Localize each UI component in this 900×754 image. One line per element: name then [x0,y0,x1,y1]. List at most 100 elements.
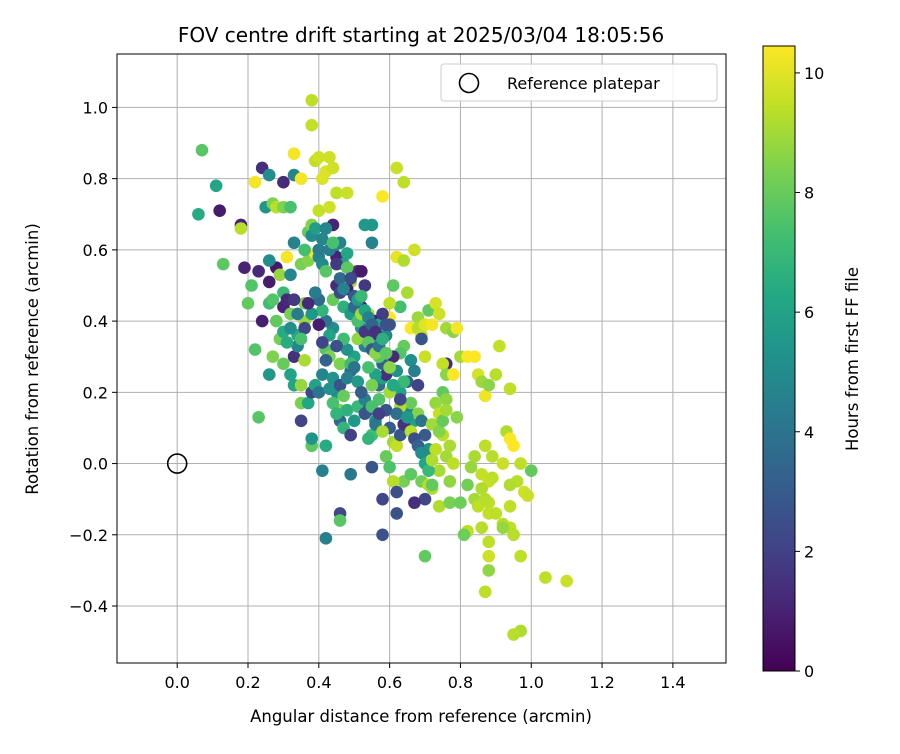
data-point [383,296,396,310]
data-point [365,218,379,232]
data-point [333,272,347,285]
colorbar-gradient [762,45,796,672]
data-point [454,496,467,510]
data-point [266,293,280,307]
data-point [330,257,343,271]
data-point [252,264,265,278]
data-point [418,549,432,563]
data-point [301,396,315,410]
data-point [386,279,400,292]
data-point [390,161,404,175]
data-point [376,332,389,346]
data-point [287,350,301,364]
data-point [436,357,450,371]
data-point [415,414,428,428]
colorbar-tick-label: 10 [804,64,824,83]
data-point [425,318,439,331]
data-point [316,464,329,477]
data-point [284,200,297,214]
data-point [262,275,276,289]
data-point [337,282,350,296]
data-point [514,457,527,470]
data-point [358,279,372,292]
data-point [379,318,393,331]
data-point [319,439,333,453]
x-tick-label: 1.4 [660,673,685,692]
data-point [390,439,404,453]
data-point [355,386,368,399]
data-point [294,414,308,428]
x-tick-label: 0.2 [235,673,260,692]
data-point [266,350,280,364]
chart-title: FOV centre drift starting at 2025/03/04 … [178,23,664,47]
data-point [340,343,354,356]
data-point [521,489,535,502]
data-point [404,467,418,481]
data-point [496,521,510,534]
colorbar-label: Hours from first FF file [843,267,862,451]
data-point [273,268,287,282]
data-point [340,371,354,385]
colorbar-tick-label: 8 [804,184,814,203]
data-point [298,353,311,367]
data-point [447,368,460,381]
plot-frame [116,53,727,664]
reference-platepar-marker [166,453,188,474]
data-point [280,250,294,264]
data-point [478,585,492,599]
data-point [287,236,301,250]
colorbar: 0 2 4 6 8 10 Hours from first FF file [762,45,862,681]
data-point [450,321,464,335]
data-point [301,296,315,310]
data-point [192,207,205,221]
data-point [475,521,488,534]
colorbar-ticks: 0 2 4 6 8 10 [795,64,824,681]
data-point [326,236,340,250]
data-point [372,407,386,421]
data-point [255,314,269,328]
data-point [376,528,389,542]
colorbar-tick-label: 6 [804,303,814,322]
data-point [344,272,357,285]
data-point [507,528,520,542]
data-point [379,450,393,463]
data-point [326,161,340,175]
colorbar-tick-label: 4 [804,423,814,442]
data-point [333,514,347,527]
data-point [539,571,552,584]
y-tick-label: 1.0 [83,98,108,117]
data-point [248,175,262,189]
data-point [379,346,393,360]
data-point [468,350,481,364]
data-point [503,382,517,396]
data-point [323,150,336,164]
data-point [390,485,404,499]
data-point [323,382,336,396]
x-axis-label: Angular distance from reference (arcmin) [250,707,592,726]
colorbar-tick-label: 0 [804,662,814,681]
data-point [287,147,301,161]
data-point [482,549,496,563]
data-point [262,254,276,267]
data-point [482,535,496,549]
data-point [262,368,276,381]
y-ticks: −0.4 −0.2 0.0 0.2 0.4 0.6 0.8 1.0 [69,98,117,616]
data-point [560,574,573,588]
data-point [330,407,343,421]
data-point [422,464,435,477]
data-point [347,361,361,374]
data-point [443,439,457,453]
data-point [432,499,446,513]
data-point [280,336,294,349]
x-ticks: 0.0 0.2 0.4 0.6 0.8 1.0 1.2 1.4 [164,663,686,692]
data-point [418,428,432,442]
data-point [447,457,460,470]
data-point [408,364,421,378]
data-point [404,353,418,367]
y-tick-label: −0.2 [69,526,108,545]
data-point [340,261,354,274]
data-point [294,378,308,392]
y-tick-label: 0.4 [83,312,108,331]
data-point [330,339,343,353]
